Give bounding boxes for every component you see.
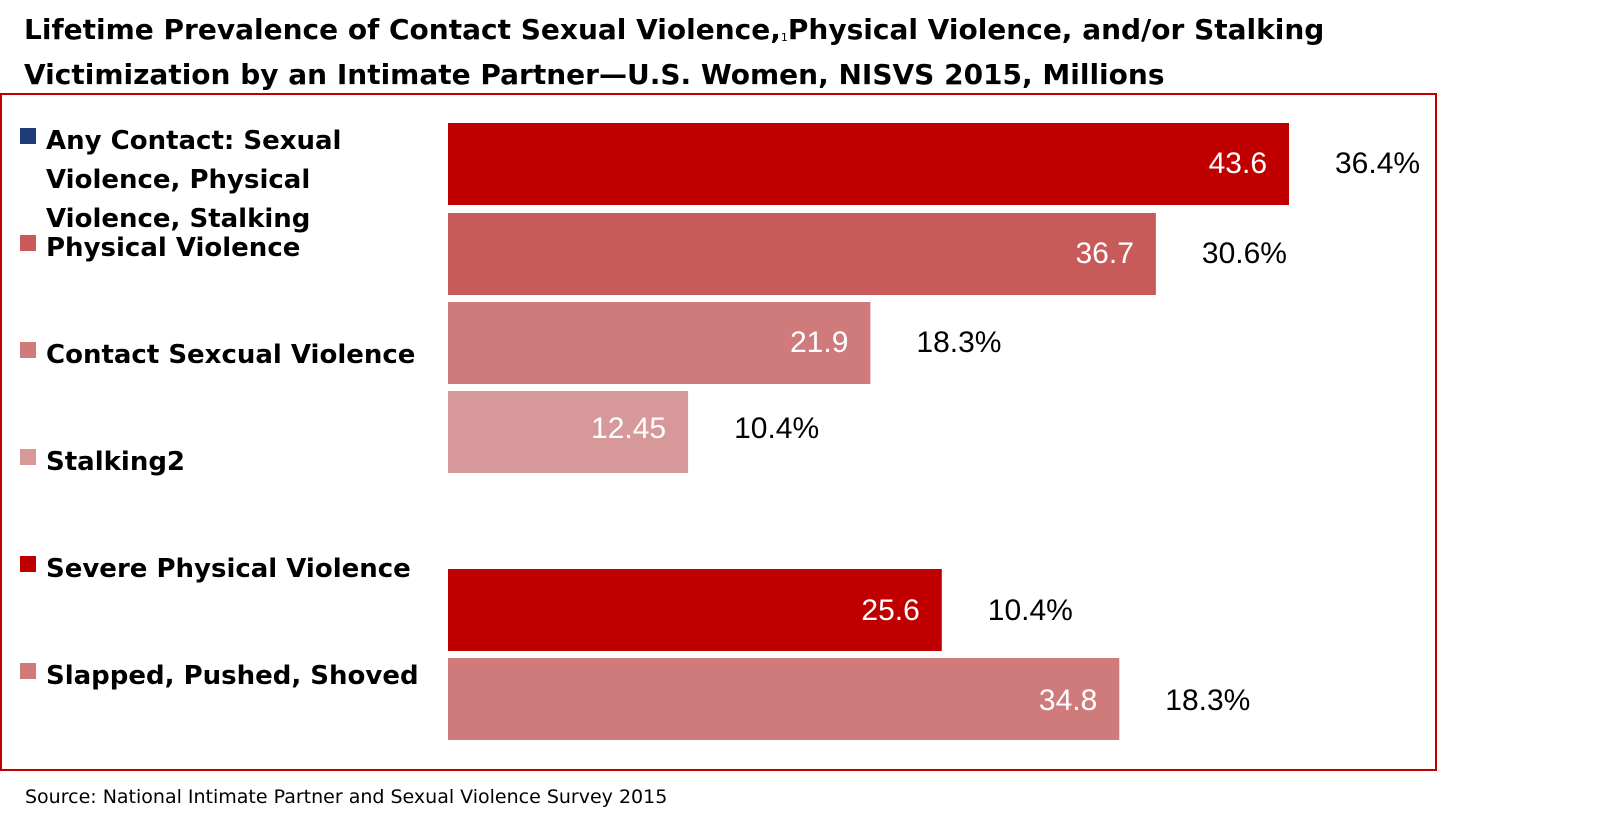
- bar-value-label-1: 36.7: [1076, 237, 1134, 270]
- legend-swatch-0: [20, 128, 36, 144]
- legend-swatch-5: [20, 663, 36, 679]
- bar-1: [448, 213, 1156, 295]
- legend-item-2: Contact Sexcual Violence: [20, 336, 446, 375]
- bar-percent-label-2: 18.3%: [916, 326, 1001, 359]
- chart-title-line2: Victimization by an Intimate Partner—U.S…: [24, 58, 1165, 91]
- bar-value-label-2: 21.9: [790, 326, 848, 359]
- legend-label-0: Any Contact: Sexual Violence, Physical V…: [46, 126, 342, 234]
- source-note: Source: National Intimate Partner and Se…: [25, 786, 668, 808]
- legend-label-3: Stalking2: [46, 447, 186, 477]
- legend-label-5: Slapped, Pushed, Shoved: [46, 661, 419, 691]
- chart-title-line1-rest: Physical Violence, and/or Stalking: [787, 13, 1325, 46]
- bar-percent-label-1: 30.6%: [1202, 237, 1287, 270]
- bar-value-label-4: 25.6: [861, 594, 919, 627]
- bar-percent-label-4: 10.4%: [988, 594, 1073, 627]
- legend-item-4: Severe Physical Violence: [20, 550, 446, 589]
- bar-percent-label-5: 18.3%: [1165, 684, 1250, 717]
- bar-percent-label-0: 36.4%: [1335, 147, 1420, 180]
- bar-5: [448, 658, 1120, 740]
- legend-item-1: Physical Violence: [20, 229, 446, 268]
- legend-swatch-3: [20, 449, 36, 465]
- legend-item-0: Any Contact: Sexual Violence, Physical V…: [20, 122, 446, 239]
- bar-0: [448, 123, 1289, 205]
- chart-frame: [0, 93, 1437, 771]
- bar-4: [448, 569, 942, 651]
- legend-label-2: Contact Sexcual Violence: [46, 340, 416, 370]
- chart-title: Lifetime Prevalence of Contact Sexual Vi…: [24, 10, 1424, 94]
- bar-percent-label-3: 10.4%: [734, 412, 819, 445]
- bar-2: [448, 302, 871, 384]
- title-footnote-marker: 1: [780, 31, 788, 44]
- bar-3: [448, 391, 689, 473]
- legend-label-1: Physical Violence: [46, 233, 301, 263]
- legend-label-4: Severe Physical Violence: [46, 554, 411, 584]
- legend-item-5: Slapped, Pushed, Shoved: [20, 657, 446, 696]
- legend-swatch-2: [20, 342, 36, 358]
- legend-item-3: Stalking2: [20, 443, 446, 482]
- bar-value-label-3: 12.45: [591, 412, 666, 445]
- legend-swatch-4: [20, 556, 36, 572]
- bar-value-label-5: 34.8: [1039, 684, 1097, 717]
- legend-swatch-1: [20, 235, 36, 251]
- bar-value-label-0: 43.6: [1209, 147, 1267, 180]
- chart-title-line1: Lifetime Prevalence of Contact Sexual Vi…: [24, 13, 781, 46]
